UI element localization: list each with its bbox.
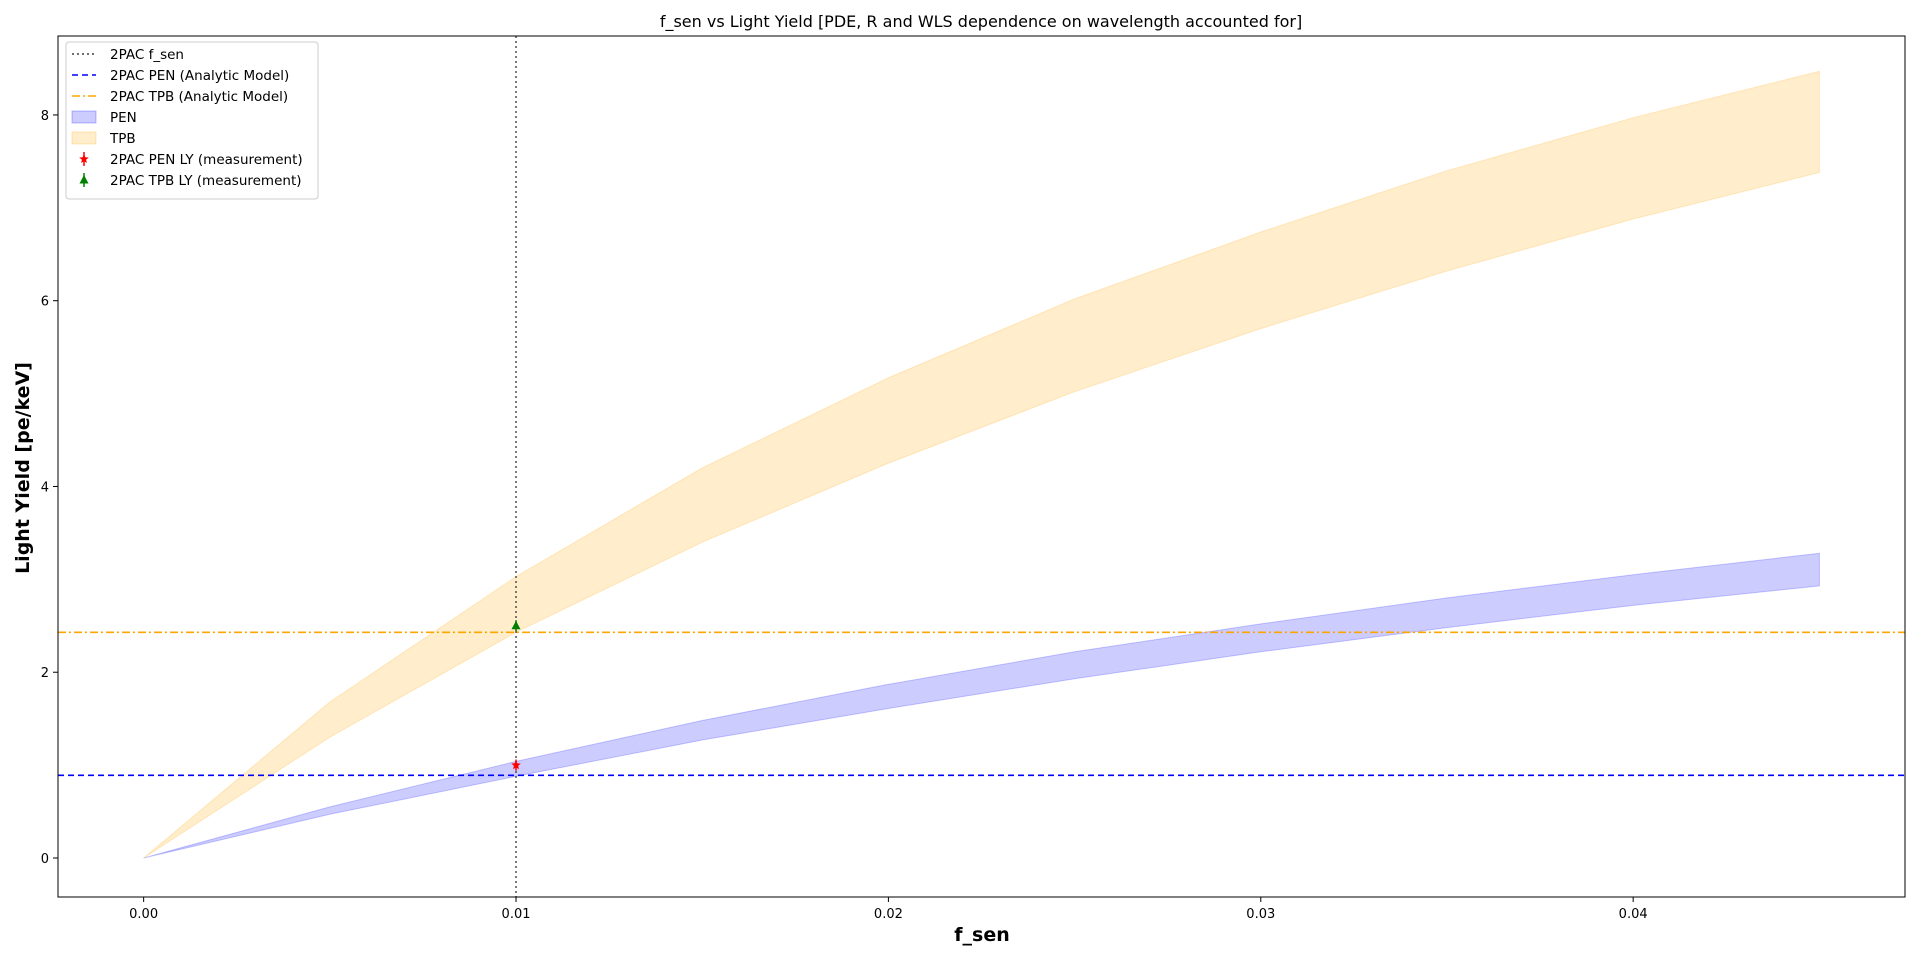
chart-title: f_sen vs Light Yield [PDE, R and WLS dep… xyxy=(660,12,1302,32)
x-tick-label: 0.00 xyxy=(129,907,158,922)
y-tick-label: 4 xyxy=(41,480,49,495)
y-tick-label: 8 xyxy=(41,109,49,124)
legend-label: 2PAC PEN LY (measurement) xyxy=(110,152,303,168)
legend-swatch xyxy=(79,154,89,163)
legend-label: 2PAC TPB (Analytic Model) xyxy=(110,89,288,105)
x-tick-label: 0.03 xyxy=(1246,907,1275,922)
y-tick-label: 2 xyxy=(41,666,49,681)
band-tpb xyxy=(143,70,1820,859)
legend-label: PEN xyxy=(110,110,137,126)
x-axis-ticks: 0.00 0.01 0.02 0.03 0.04 xyxy=(129,897,1648,922)
axes-frame xyxy=(57,35,1906,898)
legend-entry-tpb: TPB xyxy=(71,131,136,147)
plot-area xyxy=(57,35,1906,898)
legend-entry-2pac-pen-analytic-model: 2PAC PEN (Analytic Model) xyxy=(72,68,289,84)
legend-swatch xyxy=(71,131,97,145)
legend-label: 2PAC PEN (Analytic Model) xyxy=(110,68,289,84)
x-tick-label: 0.01 xyxy=(502,907,531,922)
legend-box xyxy=(65,41,319,200)
marker-2pac-tpb-ly-measurement xyxy=(511,620,521,630)
marker-2pac-pen-ly-measurement xyxy=(511,760,521,770)
legend-entry-2pac-f-sen: 2PAC f_sen xyxy=(72,47,184,63)
x-tick-label: 0.04 xyxy=(1619,907,1648,922)
legend-label: 2PAC f_sen xyxy=(110,47,184,63)
legend: 2PAC f_sen 2PAC PEN (Analytic Model) 2PAC … xyxy=(65,41,319,200)
y-tick-label: 6 xyxy=(41,295,49,310)
y-axis-label: Light Yield [pe/keV] xyxy=(12,362,34,574)
y-axis-ticks: 0 2 4 6 8 xyxy=(41,109,58,867)
y-tick-label: 0 xyxy=(41,852,49,867)
legend-entry-pen: PEN xyxy=(71,110,137,126)
legend-swatch xyxy=(79,175,89,184)
legend-label: 2PAC TPB LY (measurement) xyxy=(110,173,302,189)
band-pen xyxy=(143,552,1820,859)
legend-entry-2pac-tpb-ly-measurement: 2PAC TPB LY (measurement) xyxy=(79,173,302,189)
legend-label: TPB xyxy=(109,131,136,147)
x-axis-label: f_sen xyxy=(954,924,1010,946)
x-tick-label: 0.02 xyxy=(874,907,903,922)
legend-entry-2pac-pen-ly-measurement: 2PAC PEN LY (measurement) xyxy=(79,152,303,168)
legend-swatch xyxy=(71,110,97,124)
legend-entry-2pac-tpb-analytic-model: 2PAC TPB (Analytic Model) xyxy=(72,89,288,105)
